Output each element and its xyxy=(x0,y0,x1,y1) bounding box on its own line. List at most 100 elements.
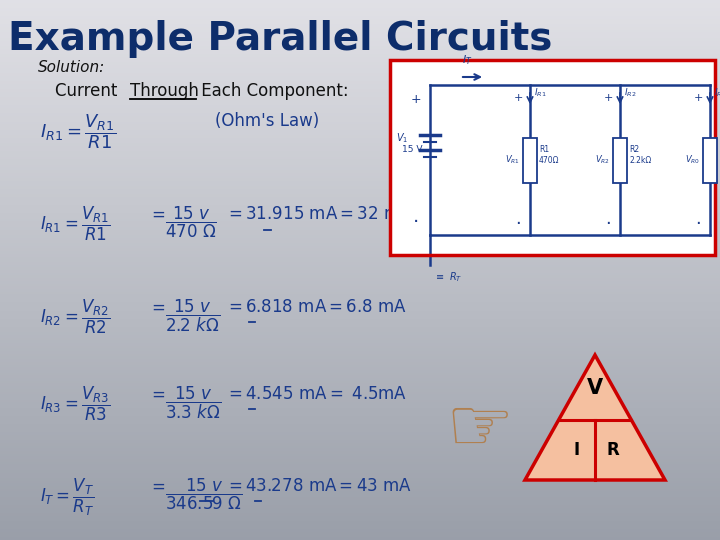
Bar xyxy=(0,305,720,308)
Bar xyxy=(0,343,720,346)
Bar xyxy=(0,459,720,462)
Bar xyxy=(0,259,720,262)
Bar xyxy=(0,49,720,51)
Bar xyxy=(0,3,720,5)
Bar xyxy=(0,494,720,497)
Bar xyxy=(0,8,720,11)
Bar xyxy=(0,194,720,197)
Bar xyxy=(0,308,720,310)
Text: R3
3.3kΩ: R3 3.3kΩ xyxy=(719,145,720,165)
Bar xyxy=(0,113,720,116)
Text: ☞: ☞ xyxy=(446,393,514,467)
Text: R2
2.2kΩ: R2 2.2kΩ xyxy=(629,145,652,165)
Bar xyxy=(0,338,720,340)
Bar xyxy=(0,286,720,289)
Bar xyxy=(0,251,720,254)
Bar xyxy=(0,68,720,70)
Bar xyxy=(0,246,720,248)
Text: Through: Through xyxy=(130,82,199,100)
Bar xyxy=(0,489,720,491)
Text: $\equiv$ $R_T$: $\equiv$ $R_T$ xyxy=(434,270,462,284)
Bar xyxy=(0,208,720,211)
Bar xyxy=(0,521,720,524)
Bar xyxy=(0,240,720,243)
Bar xyxy=(0,97,720,100)
Bar xyxy=(0,51,720,54)
Bar xyxy=(0,510,720,513)
Bar xyxy=(0,359,720,362)
Bar xyxy=(0,310,720,313)
Bar xyxy=(0,294,720,297)
Bar xyxy=(0,472,720,475)
Bar xyxy=(0,502,720,505)
Bar xyxy=(0,181,720,184)
Bar xyxy=(0,32,720,35)
Bar xyxy=(0,148,720,151)
Bar xyxy=(0,5,720,8)
Bar xyxy=(0,24,720,27)
Bar xyxy=(0,332,720,335)
Bar xyxy=(0,483,720,486)
Text: +: + xyxy=(693,93,703,103)
Bar xyxy=(0,354,720,356)
Text: V: V xyxy=(587,377,603,397)
Bar xyxy=(0,40,720,43)
Bar xyxy=(0,105,720,108)
Bar xyxy=(0,200,720,202)
Bar xyxy=(0,440,720,443)
Text: $\dfrac{15\ v}{470\ \Omega}$: $\dfrac{15\ v}{470\ \Omega}$ xyxy=(165,205,217,240)
Bar xyxy=(0,92,720,94)
Bar xyxy=(0,327,720,329)
Bar xyxy=(0,351,720,354)
Bar xyxy=(0,456,720,459)
Bar xyxy=(0,178,720,181)
Bar xyxy=(0,140,720,143)
Bar xyxy=(0,289,720,292)
Bar xyxy=(0,284,720,286)
Bar xyxy=(0,462,720,464)
Bar xyxy=(0,202,720,205)
Bar xyxy=(0,100,720,103)
Text: $I_{R2} = \dfrac{V_{R2}}{R2}$: $I_{R2} = \dfrac{V_{R2}}{R2}$ xyxy=(40,298,111,336)
Bar xyxy=(0,157,720,159)
Text: +: + xyxy=(513,93,523,103)
Bar xyxy=(0,184,720,186)
Bar xyxy=(0,508,720,510)
Bar xyxy=(0,297,720,300)
Bar xyxy=(0,22,720,24)
Bar xyxy=(0,176,720,178)
Bar xyxy=(0,76,720,78)
Bar xyxy=(0,526,720,529)
Text: 15 V: 15 V xyxy=(402,145,422,154)
Bar xyxy=(0,94,720,97)
Bar xyxy=(0,324,720,327)
Text: $= 6.818\ \mathrm{mA = 6.8\ mA}$: $= 6.818\ \mathrm{mA = 6.8\ mA}$ xyxy=(225,298,407,316)
Bar xyxy=(0,443,720,445)
Bar xyxy=(0,167,720,170)
Text: Example Parallel Circuits: Example Parallel Circuits xyxy=(8,20,552,58)
Polygon shape xyxy=(525,355,665,480)
Bar xyxy=(0,329,720,332)
Bar xyxy=(0,108,720,111)
Bar xyxy=(0,143,720,146)
Bar xyxy=(390,60,715,255)
Bar xyxy=(0,119,720,122)
Bar xyxy=(0,205,720,208)
Bar xyxy=(0,243,720,246)
Bar xyxy=(0,518,720,521)
Text: I: I xyxy=(574,441,580,459)
Bar xyxy=(0,437,720,440)
Bar xyxy=(0,221,720,224)
Bar xyxy=(0,267,720,270)
Bar xyxy=(0,386,720,389)
Bar xyxy=(0,254,720,256)
Bar xyxy=(0,470,720,472)
Bar xyxy=(0,278,720,281)
Bar xyxy=(0,524,720,526)
Bar xyxy=(0,383,720,386)
Text: R: R xyxy=(607,441,620,459)
Bar xyxy=(0,275,720,278)
Bar xyxy=(0,232,720,235)
Bar xyxy=(0,367,720,370)
Bar xyxy=(0,262,720,265)
